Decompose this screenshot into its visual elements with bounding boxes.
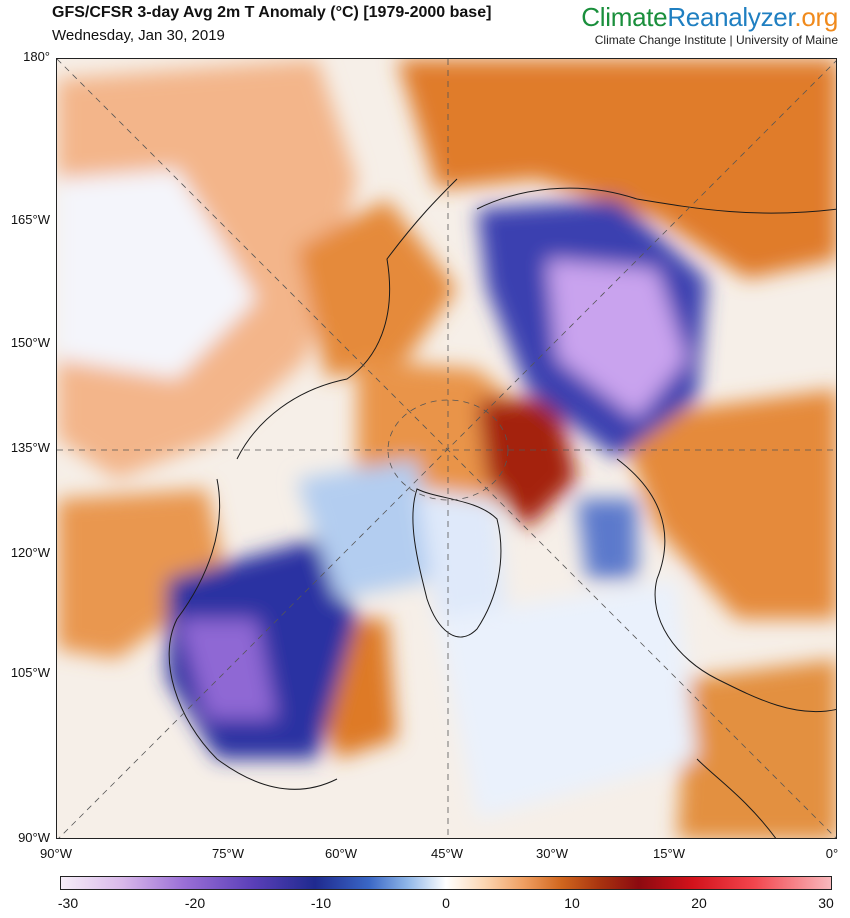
colorbar-tick: -20 xyxy=(184,895,206,911)
cold-anomaly-canada-arctic xyxy=(297,459,437,599)
colorbar xyxy=(60,876,832,890)
cold-anomaly-pacific xyxy=(57,169,257,379)
y-axis-label-165w: 165°W xyxy=(10,212,50,227)
warm-anomaly-africa xyxy=(677,659,836,838)
x-axis-label-45w: 45°W xyxy=(431,846,463,861)
cold-anomaly-scandinavia xyxy=(577,499,637,579)
brand-part-1: Climate xyxy=(581,2,668,32)
colorbar-tick: 10 xyxy=(564,895,580,911)
brand-logo[interactable]: ClimateReanalyzer.org xyxy=(581,2,838,33)
y-axis-label-150w: 150°W xyxy=(10,335,50,350)
cold-anomaly-midwest xyxy=(177,619,277,719)
graticule xyxy=(57,59,836,838)
anomaly-map xyxy=(56,58,837,839)
colorbar-tick: 20 xyxy=(691,895,707,911)
colorbar-tick: -30 xyxy=(57,895,79,911)
y-axis-label-90w: 90°W xyxy=(18,830,50,845)
date-label: Wednesday, Jan 30, 2019 xyxy=(52,27,225,44)
warm-anomaly-alaska xyxy=(297,199,457,379)
warm-anomaly-europe xyxy=(617,389,836,619)
y-axis-label-135w: 135°W xyxy=(10,440,50,455)
cold-anomaly-atlantic xyxy=(437,579,697,819)
x-axis-label-0: 0° xyxy=(825,846,839,861)
y-axis-label-120w: 120°W xyxy=(10,545,50,560)
x-axis-label-15w: 15°W xyxy=(653,846,685,861)
brand-part-2: Reanalyzer xyxy=(667,2,795,32)
brand-part-3: .org xyxy=(794,2,838,32)
y-axis-label-105w: 105°W xyxy=(10,665,50,680)
x-axis-label-60w: 60°W xyxy=(325,846,357,861)
x-axis-label-75w: 75°W xyxy=(212,846,244,861)
colorbar-tick: 0 xyxy=(442,895,450,911)
warm-anomaly-siberia xyxy=(397,59,836,279)
y-axis-label-180: 180° xyxy=(23,49,50,64)
chart-title: GFS/CFSR 3-day Avg 2m T Anomaly (°C) [19… xyxy=(52,4,492,21)
x-axis-label-30w: 30°W xyxy=(536,846,568,861)
warm-anomaly-greenland-sea xyxy=(477,399,577,529)
institution-label: Climate Change Institute | University of… xyxy=(594,33,838,47)
cold-anomaly-siberia-core xyxy=(547,259,687,419)
colorbar-tick: -10 xyxy=(310,895,332,911)
colorbar-tick: 30 xyxy=(818,895,834,911)
cold-anomaly-greenland xyxy=(417,489,507,619)
x-axis-label-90w: 90°W xyxy=(40,846,72,861)
map-canvas xyxy=(57,59,836,838)
warm-anomaly-west-us xyxy=(57,489,227,659)
coastlines-outline xyxy=(168,178,836,838)
